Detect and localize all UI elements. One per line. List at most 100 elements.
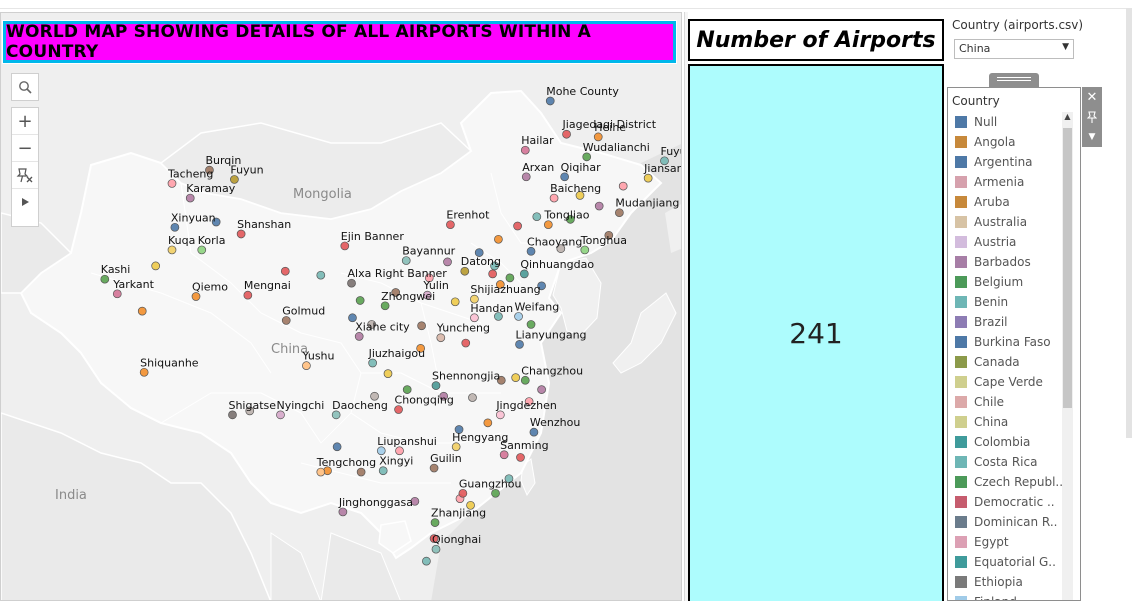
airport-point[interactable] <box>245 406 255 416</box>
airport-point[interactable] <box>504 474 514 484</box>
airport-point[interactable] <box>593 132 603 142</box>
airport-point[interactable] <box>410 496 420 506</box>
menu-arrow-icon[interactable]: ▼ <box>1088 132 1096 142</box>
airport-point[interactable] <box>615 208 624 218</box>
airport-point[interactable] <box>529 427 539 437</box>
legend-item[interactable]: Ethiopia <box>955 572 1065 592</box>
legend-item[interactable]: Cape Verde <box>955 372 1065 392</box>
airport-point[interactable] <box>302 361 311 370</box>
china-airport-map[interactable]: Mongolia China India Mohe County Jiagedaqi … <box>1 13 682 601</box>
legend-drag-handle[interactable] <box>989 73 1039 87</box>
legend-item[interactable]: Finland <box>955 592 1065 600</box>
legend-scroll-thumb[interactable] <box>1063 128 1072 408</box>
legend-item[interactable]: Burkina Faso <box>955 332 1065 352</box>
airport-point[interactable] <box>185 193 195 203</box>
airport-point[interactable] <box>230 175 239 184</box>
legend-item[interactable]: Brazil <box>955 312 1065 332</box>
airport-point[interactable] <box>450 297 460 307</box>
airport-point[interactable] <box>378 466 388 476</box>
airport-point[interactable] <box>494 234 503 244</box>
legend-item[interactable]: Czech Republ.. <box>955 472 1065 492</box>
airport-point[interactable] <box>355 296 365 305</box>
legend-item[interactable]: Belgium <box>955 272 1065 292</box>
airport-point[interactable] <box>276 410 285 420</box>
legend-item[interactable]: Australia <box>955 212 1065 232</box>
legend-item[interactable]: Egypt <box>955 532 1065 552</box>
airport-points-unlabeled[interactable] <box>137 181 628 566</box>
legend-scrollbar[interactable]: ▲ <box>1062 112 1073 600</box>
legend-item[interactable]: Dominican R.. <box>955 512 1065 532</box>
airport-point[interactable] <box>494 312 503 321</box>
airport-point[interactable] <box>660 156 669 166</box>
reset-pin-button[interactable] <box>12 162 38 189</box>
airport-point[interactable] <box>243 290 253 300</box>
airport-point[interactable] <box>483 418 493 428</box>
airport-point[interactable] <box>556 244 566 253</box>
legend-item[interactable]: Equatorial G.. <box>955 552 1065 572</box>
airport-point[interactable] <box>460 266 470 276</box>
airport-point[interactable] <box>488 269 497 279</box>
legend-item[interactable]: Costa Rica <box>955 452 1065 472</box>
airport-point[interactable] <box>391 288 401 297</box>
airport-point[interactable] <box>521 172 531 182</box>
airport-point[interactable] <box>439 391 449 401</box>
airport-point[interactable] <box>197 245 207 255</box>
airport-point[interactable] <box>511 373 521 382</box>
airport-point[interactable] <box>474 248 484 257</box>
airport-point[interactable] <box>429 534 439 543</box>
airport-point[interactable] <box>526 246 536 256</box>
airport-point[interactable] <box>604 230 614 240</box>
airport-point[interactable] <box>167 245 177 255</box>
airport-point[interactable] <box>514 312 523 321</box>
airport-point[interactable] <box>367 320 377 329</box>
airport-point[interactable] <box>376 446 386 456</box>
airport-point[interactable] <box>431 544 441 554</box>
airport-points[interactable] <box>100 96 669 554</box>
country-legend[interactable]: Country Null Angola Argentina Armenia Aruba A… <box>947 87 1081 601</box>
airport-point[interactable] <box>380 301 390 311</box>
legend-item[interactable]: Democratic .. <box>955 492 1065 512</box>
airport-point[interactable] <box>513 221 522 231</box>
airport-point[interactable] <box>543 220 553 230</box>
airport-point[interactable] <box>354 332 364 341</box>
airport-point[interactable] <box>499 450 509 460</box>
airport-point[interactable] <box>446 220 455 230</box>
legend-item[interactable]: Barbados <box>955 252 1065 272</box>
airport-point[interactable] <box>100 274 110 284</box>
airport-point[interactable] <box>170 222 180 232</box>
airport-point[interactable] <box>520 145 530 155</box>
airport-point[interactable] <box>394 405 403 414</box>
airport-point[interactable] <box>331 410 341 420</box>
legend-item[interactable]: Argentina <box>955 152 1065 172</box>
airport-point[interactable] <box>431 381 441 390</box>
legend-item[interactable]: Aruba <box>955 192 1065 212</box>
airport-point[interactable] <box>466 500 475 510</box>
airport-point[interactable] <box>112 289 122 299</box>
airport-point[interactable] <box>582 152 592 162</box>
airport-point[interactable] <box>562 129 571 139</box>
airport-point[interactable] <box>191 292 201 301</box>
airport-point[interactable] <box>332 442 342 452</box>
airport-point[interactable] <box>348 313 357 323</box>
airport-point[interactable] <box>436 333 446 343</box>
airport-point[interactable] <box>383 369 393 378</box>
legend-item[interactable]: China <box>955 412 1065 432</box>
airport-point[interactable] <box>560 172 569 182</box>
legend-item[interactable]: Colombia <box>955 432 1065 452</box>
airport-point[interactable] <box>402 385 412 394</box>
airport-point[interactable] <box>424 273 434 283</box>
airport-point[interactable] <box>526 320 536 329</box>
airport-point[interactable] <box>594 201 604 211</box>
pin-icon[interactable] <box>1082 107 1102 127</box>
airport-point[interactable] <box>280 266 290 276</box>
airport-point[interactable] <box>443 257 452 267</box>
airport-point[interactable] <box>356 467 366 477</box>
page-scrollbar[interactable] <box>1126 8 1132 438</box>
legend-item[interactable]: Armenia <box>955 172 1065 192</box>
airport-point[interactable] <box>430 518 440 527</box>
airport-point[interactable] <box>575 191 585 200</box>
zoom-in-button[interactable]: + <box>12 108 38 135</box>
airport-point[interactable] <box>316 270 326 280</box>
country-filter-dropdown[interactable]: China ▼ <box>954 39 1074 59</box>
airport-point[interactable] <box>423 290 432 300</box>
